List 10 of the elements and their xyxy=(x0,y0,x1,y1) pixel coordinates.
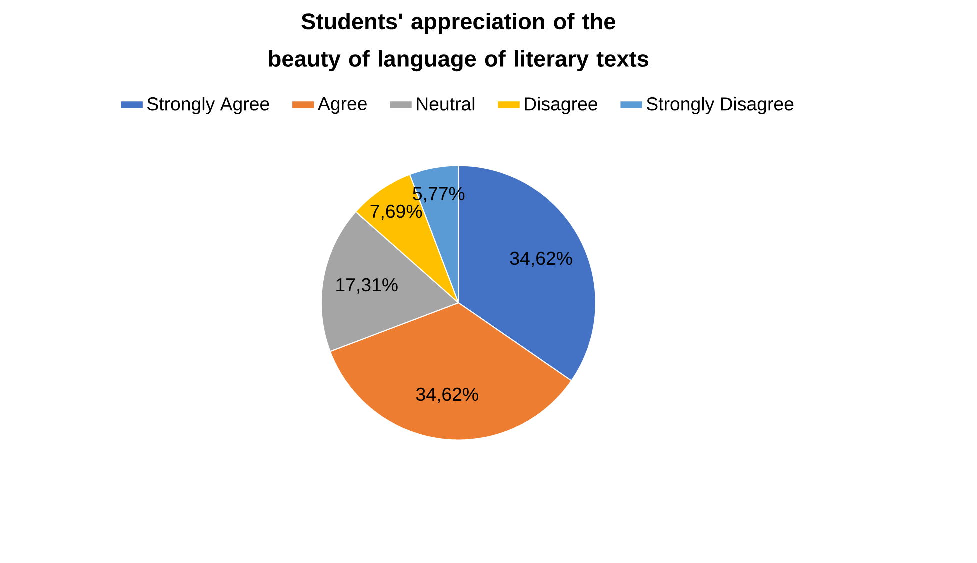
legend-label: Neutral xyxy=(417,97,475,111)
data-label: 34,62% xyxy=(416,388,478,404)
legend-label: Strongly Disagree xyxy=(646,97,794,114)
legend-label: Disagree xyxy=(525,97,598,114)
data-label: 34,62% xyxy=(510,252,572,268)
legend-label: Strongly Agree xyxy=(148,97,270,114)
legend-label: Agree xyxy=(318,97,367,114)
data-label: 7,69% xyxy=(370,204,422,220)
data-label: 17,31% xyxy=(336,278,398,294)
chart-title: Students' appreciation of the beauty of language of literary texts xyxy=(269,13,649,72)
